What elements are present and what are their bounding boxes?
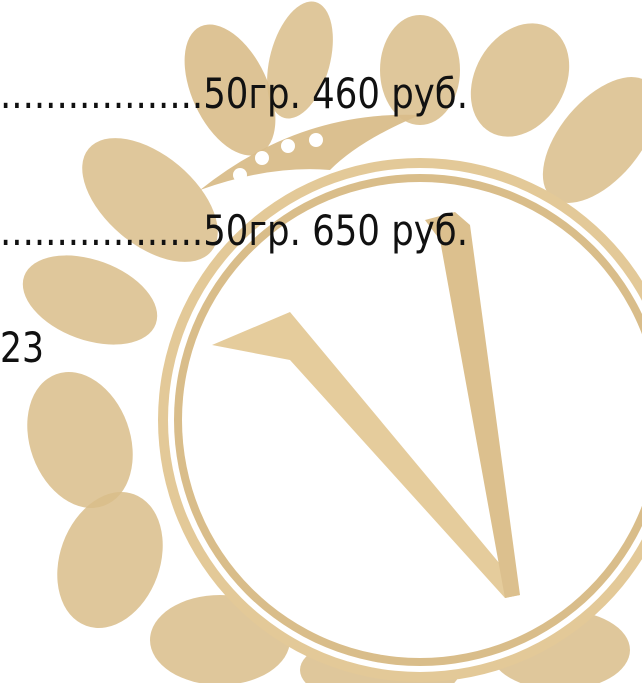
menu-item: ..................50гр. 460 руб. (0, 69, 468, 118)
page: ..................50гр. 460 руб. .......… (0, 0, 642, 683)
menu-item: ..................50гр. 650 руб. (0, 206, 468, 255)
menu-page: ..................50гр. 460 руб. .......… (0, 0, 642, 683)
page-number: 23 (0, 323, 44, 372)
